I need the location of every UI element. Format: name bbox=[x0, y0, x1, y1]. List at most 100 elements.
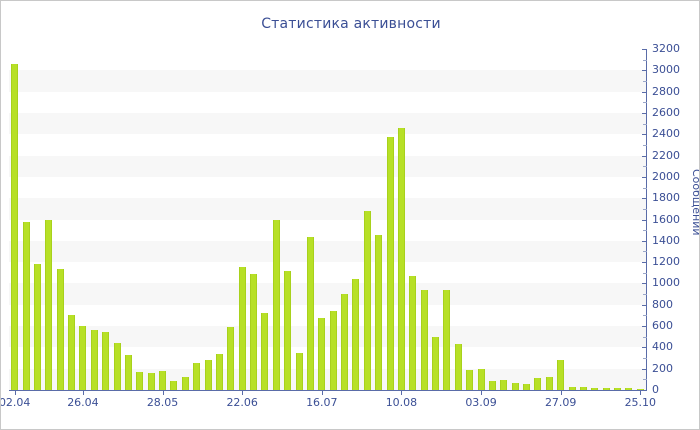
bar[interactable] bbox=[591, 387, 599, 390]
x-axis-tick-label: 28.05 bbox=[146, 396, 179, 409]
bar[interactable] bbox=[386, 137, 394, 390]
bar[interactable] bbox=[113, 343, 121, 390]
bar[interactable] bbox=[33, 264, 41, 390]
bar[interactable] bbox=[397, 127, 405, 390]
y-axis-tick-label: 0 bbox=[652, 383, 659, 396]
bar[interactable] bbox=[568, 386, 576, 390]
bar[interactable] bbox=[466, 369, 474, 390]
x-axis-tick bbox=[401, 391, 403, 395]
x-axis-tick bbox=[481, 391, 483, 395]
bar[interactable] bbox=[409, 275, 417, 390]
y-axis-tick-minor bbox=[643, 294, 647, 296]
y-axis-tick-major bbox=[642, 91, 647, 93]
y-axis-tick-minor bbox=[643, 230, 647, 232]
bar[interactable] bbox=[250, 273, 258, 390]
grid-band bbox=[9, 240, 646, 263]
bar[interactable] bbox=[557, 360, 565, 390]
bar[interactable] bbox=[170, 381, 178, 390]
bar[interactable] bbox=[636, 388, 644, 390]
bar[interactable] bbox=[454, 344, 462, 390]
bar[interactable] bbox=[579, 387, 587, 390]
bar[interactable] bbox=[193, 363, 201, 390]
y-axis-tick-label: 2600 bbox=[652, 105, 680, 119]
bar[interactable] bbox=[295, 352, 303, 390]
bar[interactable] bbox=[341, 294, 349, 390]
y-axis-tick-label: 600 bbox=[652, 319, 673, 333]
bar[interactable] bbox=[159, 370, 167, 390]
bar[interactable] bbox=[147, 372, 155, 390]
bar[interactable] bbox=[272, 219, 280, 390]
bar[interactable] bbox=[511, 382, 519, 390]
y-axis-tick-minor bbox=[643, 187, 647, 189]
bar[interactable] bbox=[352, 279, 360, 390]
y-axis-tick-minor bbox=[643, 379, 647, 381]
bar[interactable] bbox=[124, 354, 132, 390]
bar[interactable] bbox=[11, 63, 19, 390]
bar[interactable] bbox=[238, 267, 246, 390]
x-axis-tick-label: 10.08 bbox=[385, 396, 418, 409]
bar[interactable] bbox=[136, 371, 144, 390]
bar[interactable] bbox=[477, 368, 485, 390]
bar[interactable] bbox=[625, 388, 633, 390]
bar[interactable] bbox=[488, 381, 496, 390]
y-axis-tick-major bbox=[642, 283, 647, 285]
bar[interactable] bbox=[22, 221, 30, 390]
bar[interactable] bbox=[363, 210, 371, 390]
y-axis-tick-minor bbox=[643, 102, 647, 104]
bar[interactable] bbox=[614, 388, 622, 390]
bar[interactable] bbox=[306, 236, 314, 390]
y-axis-tick-label: 2400 bbox=[652, 127, 680, 141]
y-axis-tick-label: 3000 bbox=[652, 63, 680, 77]
y-axis-tick-minor bbox=[643, 123, 647, 125]
x-axis-tick-label: 02.04 bbox=[0, 396, 31, 409]
bar[interactable] bbox=[523, 383, 531, 390]
bar[interactable] bbox=[534, 378, 542, 390]
y-axis-tick-minor bbox=[643, 166, 647, 168]
bar[interactable] bbox=[68, 315, 76, 390]
bar[interactable] bbox=[45, 219, 53, 390]
bar[interactable] bbox=[227, 327, 235, 390]
y-axis-tick-label: 1400 bbox=[652, 233, 680, 247]
x-axis-tick bbox=[321, 391, 323, 395]
bar[interactable] bbox=[329, 311, 337, 390]
grid-band bbox=[9, 326, 646, 348]
bar[interactable] bbox=[181, 377, 189, 390]
bar[interactable] bbox=[204, 360, 212, 390]
bar[interactable] bbox=[545, 377, 553, 390]
bar[interactable] bbox=[318, 317, 326, 390]
bar[interactable] bbox=[432, 336, 440, 390]
bar[interactable] bbox=[215, 353, 223, 390]
plot-area bbox=[9, 49, 646, 390]
bar[interactable] bbox=[443, 289, 451, 390]
y-axis-title: Сообщений bbox=[690, 169, 700, 236]
chart-title: Статистика активности bbox=[261, 16, 441, 32]
bar[interactable] bbox=[602, 387, 610, 390]
y-axis-tick-minor bbox=[643, 272, 647, 274]
bar[interactable] bbox=[500, 380, 508, 390]
y-axis-tick-minor bbox=[643, 208, 647, 210]
bar[interactable] bbox=[261, 313, 269, 390]
y-axis-tick-major bbox=[642, 368, 647, 370]
gridline-band-layer bbox=[9, 49, 646, 390]
y-axis-tick-label: 800 bbox=[652, 297, 673, 311]
y-axis-tick-minor bbox=[643, 59, 647, 61]
bar[interactable] bbox=[375, 235, 383, 390]
bar[interactable] bbox=[284, 270, 292, 390]
bar[interactable] bbox=[56, 268, 64, 390]
bar[interactable] bbox=[90, 330, 98, 390]
bar-series-layer bbox=[9, 49, 646, 390]
grid-band bbox=[9, 283, 646, 305]
y-axis-tick-label: 1200 bbox=[652, 255, 680, 269]
grid-band bbox=[9, 155, 646, 177]
bar[interactable] bbox=[79, 326, 87, 390]
y-axis-tick-major bbox=[642, 219, 647, 221]
bar[interactable] bbox=[420, 289, 428, 390]
x-axis-tick bbox=[14, 391, 16, 395]
x-axis-tick-label: 27.09 bbox=[544, 396, 577, 409]
y-axis-tick-minor bbox=[643, 315, 647, 317]
bar[interactable] bbox=[102, 332, 110, 390]
x-axis-tick-label: 22.06 bbox=[226, 396, 258, 409]
y-axis-tick-minor bbox=[643, 251, 647, 253]
y-axis-tick-major bbox=[642, 176, 647, 178]
